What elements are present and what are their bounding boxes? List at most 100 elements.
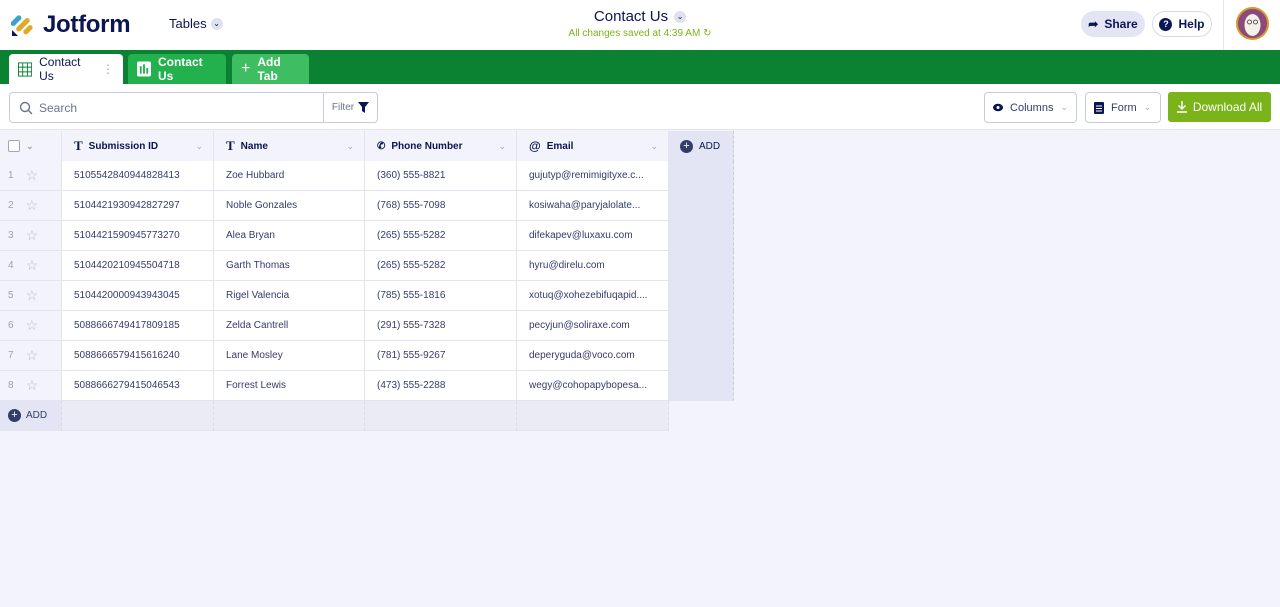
download-label: Download All [1192, 100, 1263, 114]
search-icon [19, 101, 33, 114]
star-icon[interactable]: ☆ [25, 347, 39, 363]
column-header-phone-number[interactable]: ✆ Phone Number ⌄ [365, 131, 517, 162]
cell-name[interactable]: Zelda Cantrell [214, 311, 365, 341]
star-icon[interactable]: ☆ [25, 377, 39, 393]
cell-submission-id[interactable]: 5105542840944828413 [62, 161, 214, 191]
column-header-name[interactable]: T Name ⌄ [214, 131, 365, 162]
row-number-cell: 6 ☆ [0, 311, 62, 341]
star-icon[interactable]: ☆ [25, 287, 39, 303]
row-number-cell: 7 ☆ [0, 341, 62, 371]
cell-phone-number[interactable]: (781) 555-9267 [365, 341, 517, 371]
select-all-checkbox[interactable] [8, 140, 20, 152]
cell-phone-number[interactable]: (265) 555-5282 [365, 221, 517, 251]
cell-name[interactable]: Alea Bryan [214, 221, 365, 251]
filter-funnel-icon [358, 102, 370, 113]
cell-email[interactable]: wegy@cohopapybopesa... [517, 371, 669, 401]
text-icon: T [226, 138, 235, 153]
cell-name[interactable]: Lane Mosley [214, 341, 365, 371]
add-tab-button[interactable]: + Add Tab [232, 54, 309, 84]
help-button[interactable]: ? Help [1152, 11, 1212, 37]
star-icon[interactable]: ☆ [25, 197, 39, 213]
form-button[interactable]: Form ⌄ [1085, 92, 1161, 123]
cell-name[interactable]: Zoe Hubbard [214, 161, 365, 191]
more-vertical-icon[interactable]: ⋮ [102, 62, 114, 76]
empty-add-column-cell [669, 161, 734, 191]
columns-label: Columns [1010, 101, 1054, 114]
star-icon[interactable]: ☆ [25, 227, 39, 243]
cell-submission-id[interactable]: 5088666749417809185 [62, 311, 214, 341]
cell-email[interactable]: xotuq@xohezebifuqapid.... [517, 281, 669, 311]
share-button[interactable]: ➦ Share [1081, 11, 1145, 37]
table-title[interactable]: Contact Us ⌄ [593, 8, 687, 25]
cell-phone-number[interactable]: (360) 555-8821 [365, 161, 517, 191]
cell-name[interactable]: Noble Gonzales [214, 191, 365, 221]
table-title-text: Contact Us [593, 8, 669, 25]
chevron-down-icon: ⌄ [674, 10, 687, 23]
row-number-cell: 5 ☆ [0, 281, 62, 311]
column-header-submission-id[interactable]: T Submission ID ⌄ [62, 131, 214, 162]
cell-submission-id[interactable]: 5104421590945773270 [62, 221, 214, 251]
plus-icon: + [241, 60, 251, 77]
columns-button[interactable]: Columns ⌄ [984, 92, 1077, 123]
cell-submission-id[interactable]: 5088666579415616240 [62, 341, 214, 371]
column-label: Phone Number [391, 140, 463, 152]
cell-email[interactable]: kosiwaha@paryjalolate... [517, 191, 669, 221]
user-avatar-icon [1244, 14, 1261, 36]
column-header-email[interactable]: @ Email ⌄ [517, 131, 669, 162]
tab-contact-us-report[interactable]: Contact Us [128, 54, 226, 84]
cell-phone-number[interactable]: (291) 555-7328 [365, 311, 517, 341]
add-column-button[interactable]: + ADD [669, 131, 734, 162]
row-number: 2 [8, 200, 14, 211]
star-icon[interactable]: ☆ [25, 317, 39, 333]
cell-phone-number[interactable]: (265) 555-5282 [365, 251, 517, 281]
table-row: 1 ☆ 5105542840944828413 Zoe Hubbard (360)… [0, 161, 734, 191]
add-column-label: ADD [699, 140, 721, 152]
empty-add-column-cell [669, 221, 734, 251]
cell-email[interactable]: difekapev@luxaxu.com [517, 221, 669, 251]
cell-name[interactable]: Forrest Lewis [214, 371, 365, 401]
chevron-down-icon[interactable]: ⌄ [195, 140, 203, 151]
star-icon[interactable]: ☆ [25, 167, 39, 183]
jotform-logo[interactable]: Jotform [11, 11, 131, 39]
chevron-down-icon[interactable]: ⌄ [498, 140, 506, 151]
cell-submission-id[interactable]: 5104420000943943045 [62, 281, 214, 311]
chevron-down-icon[interactable]: ⌄ [650, 140, 658, 151]
jotform-logo-icon [11, 15, 33, 36]
cell-phone-number[interactable]: (785) 555-1816 [365, 281, 517, 311]
cell-submission-id[interactable]: 5104421930942827297 [62, 191, 214, 221]
chevron-down-icon[interactable]: ⌄ [26, 140, 34, 151]
search-box: Filter [9, 92, 378, 123]
select-all-cell: ⌄ [0, 131, 62, 162]
empty-add-column-cell [669, 191, 734, 221]
column-label: Submission ID [88, 140, 159, 152]
row-number-cell: 2 ☆ [0, 191, 62, 221]
empty-add-column-cell [669, 371, 734, 401]
filter-button[interactable]: Filter [323, 93, 377, 122]
product-menu[interactable]: Tables ⌄ [169, 16, 223, 31]
empty-add-column-cell [669, 341, 734, 371]
star-icon[interactable]: ☆ [25, 257, 39, 273]
row-number-cell: 1 ☆ [0, 161, 62, 191]
cell-email[interactable]: gujutyp@remimigityxe.c... [517, 161, 669, 191]
tab-contact-us-table[interactable]: Contact Us ⋮ [9, 54, 123, 84]
cell-phone-number[interactable]: (768) 555-7098 [365, 191, 517, 221]
row-number: 4 [8, 260, 14, 271]
cell-phone-number[interactable]: (473) 555-2288 [365, 371, 517, 401]
download-all-button[interactable]: Download All [1168, 92, 1271, 122]
cell-submission-id[interactable]: 5088666279415046543 [62, 371, 214, 401]
empty-add-column-cell [669, 281, 734, 311]
cell-submission-id[interactable]: 5104420210945504718 [62, 251, 214, 281]
cell-email[interactable]: hyru@direlu.com [517, 251, 669, 281]
search-input[interactable] [33, 93, 323, 122]
cell-name[interactable]: Garth Thomas [214, 251, 365, 281]
avatar[interactable] [1236, 7, 1269, 40]
table-row: 5 ☆ 5104420000943943045 Rigel Valencia (7… [0, 281, 734, 311]
cell-email[interactable]: deperyguda@voco.com [517, 341, 669, 371]
chevron-down-icon[interactable]: ⌄ [346, 140, 354, 151]
share-arrow-icon: ➦ [1088, 17, 1099, 31]
empty-cell [517, 401, 669, 431]
cell-email[interactable]: pecyjun@soliraxe.com [517, 311, 669, 341]
download-icon [1176, 101, 1187, 113]
cell-name[interactable]: Rigel Valencia [214, 281, 365, 311]
add-row-button[interactable]: + ADD [0, 401, 62, 431]
